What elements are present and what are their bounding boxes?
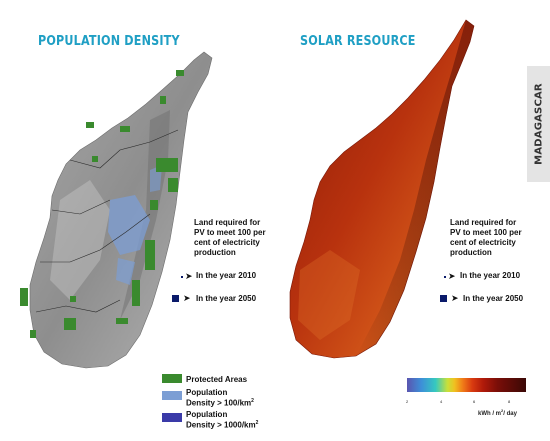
year-2050-label: In the year 2050: [463, 294, 524, 303]
legend-superscript: 2: [251, 398, 254, 404]
unit-prefix: kWh / m: [478, 411, 502, 417]
solar-scale-unit: kWh / m2/ day: [478, 408, 517, 417]
solar-scale-bar: [407, 378, 526, 392]
unit-suffix: / day: [503, 411, 517, 417]
country-tab: MADAGASCAR: [527, 66, 550, 182]
land-note-solar: Land required for PV to meet 100 per cen…: [450, 218, 522, 258]
note-line-2: PV to meet 100 per: [194, 228, 266, 237]
solar-map: [289, 19, 475, 359]
arrow-icon: ➤: [183, 293, 191, 303]
population-density-title: POPULATION DENSITY: [38, 34, 180, 49]
pv-2050-marker: [440, 295, 447, 302]
pv-2010-marker: [181, 276, 183, 278]
pv-2010-marker: [444, 276, 446, 278]
note-line-4: production: [194, 248, 236, 257]
density-1000-swatch: [162, 413, 182, 422]
legend-line: Population: [186, 388, 228, 397]
arrow-icon: ➤: [185, 271, 193, 281]
legend-line: Population: [186, 410, 228, 419]
scale-tick: 2: [406, 399, 409, 404]
unit-superscript: 2: [501, 408, 504, 413]
scale-tick: 6: [473, 399, 476, 404]
density-100-swatch: [162, 391, 182, 400]
solar-resource-title: SOLAR RESOURCE: [300, 34, 416, 49]
year-2010-label: In the year 2010: [196, 271, 257, 280]
note-line-4: production: [450, 248, 492, 257]
note-line-3: cent of electricity: [450, 238, 516, 247]
density-1000-label: Population Density > 1000/km2: [186, 410, 258, 430]
note-line-2: PV to meet 100 per: [450, 228, 522, 237]
arrow-icon: ➤: [451, 293, 459, 303]
legend-line: Density > 100/km: [186, 398, 252, 408]
legend-line: Density > 1000/km: [186, 420, 256, 430]
pv-2050-marker: [172, 295, 179, 302]
scale-tick: 8: [508, 399, 511, 404]
note-line-1: Land required for: [194, 218, 261, 227]
protected-areas-swatch: [162, 374, 182, 383]
note-line-3: cent of electricity: [194, 238, 260, 247]
land-note-population: Land required for PV to meet 100 per cen…: [194, 218, 266, 258]
arrow-icon: ➤: [448, 271, 456, 281]
scale-tick: 4: [440, 399, 443, 404]
protected-areas-label: Protected Areas: [186, 375, 248, 384]
legend-superscript: 2: [255, 420, 259, 426]
density-100-label: Population Density > 100/km2: [186, 388, 254, 408]
year-2010-label: In the year 2010: [460, 271, 521, 280]
year-2050-label: In the year 2050: [196, 294, 257, 303]
note-line-1: Land required for: [450, 218, 517, 227]
population-map: [20, 51, 213, 369]
